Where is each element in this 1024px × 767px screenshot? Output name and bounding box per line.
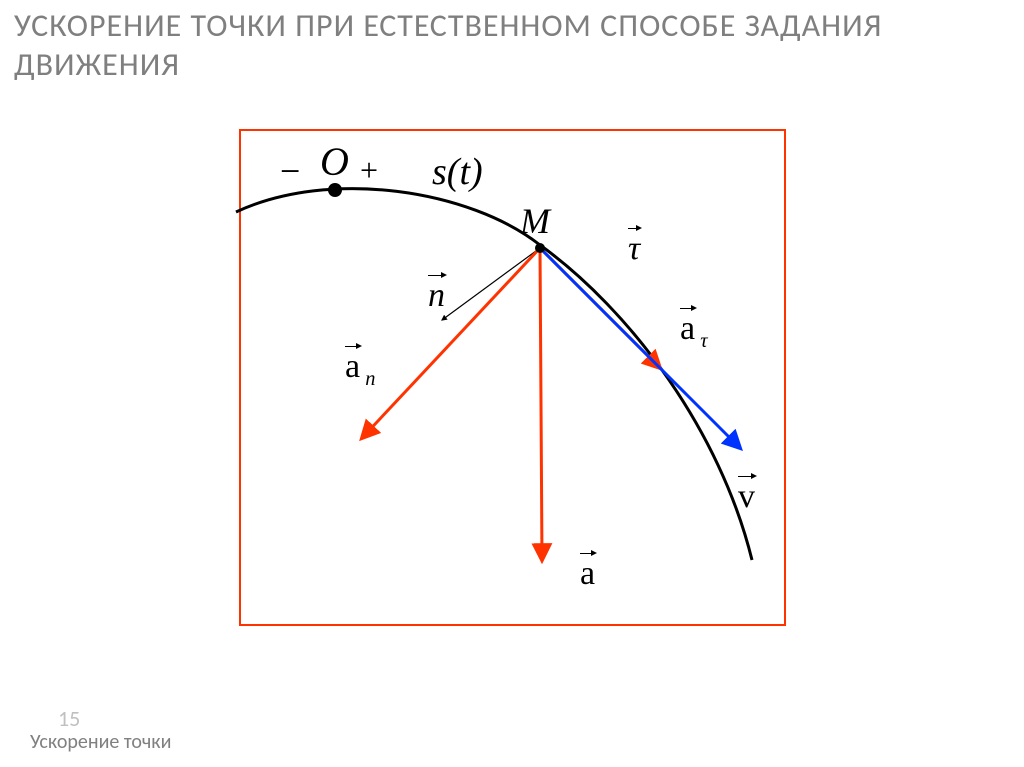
- vector-n: [442, 248, 540, 320]
- footer-caption-text: Ускорение точки: [30, 730, 171, 754]
- point-m: [535, 243, 545, 253]
- label-s_t: s(t): [432, 150, 483, 194]
- vector-a_n: [362, 248, 540, 438]
- label-n: n: [428, 277, 445, 315]
- trajectory-curve: [236, 189, 752, 560]
- label-M: M: [520, 200, 550, 242]
- label-v: v: [738, 478, 755, 516]
- label-tau: τ: [628, 230, 640, 268]
- label-plus: +: [360, 152, 378, 189]
- diagram-svg: [0, 0, 1024, 767]
- origin-point: [328, 183, 342, 197]
- slide-number: 15: [58, 705, 80, 732]
- label-a_tau: a τ: [680, 310, 708, 353]
- slide-number-text: 15: [58, 705, 80, 732]
- footer-caption: Ускорение точки: [30, 730, 171, 754]
- vector-v: [540, 248, 740, 448]
- vector-a: [540, 248, 542, 560]
- diagram-frame: [240, 130, 785, 625]
- label-a: a: [580, 555, 595, 593]
- label-minus: −: [280, 150, 300, 192]
- label-a_n: a n: [345, 348, 375, 391]
- label-O: O: [320, 138, 349, 185]
